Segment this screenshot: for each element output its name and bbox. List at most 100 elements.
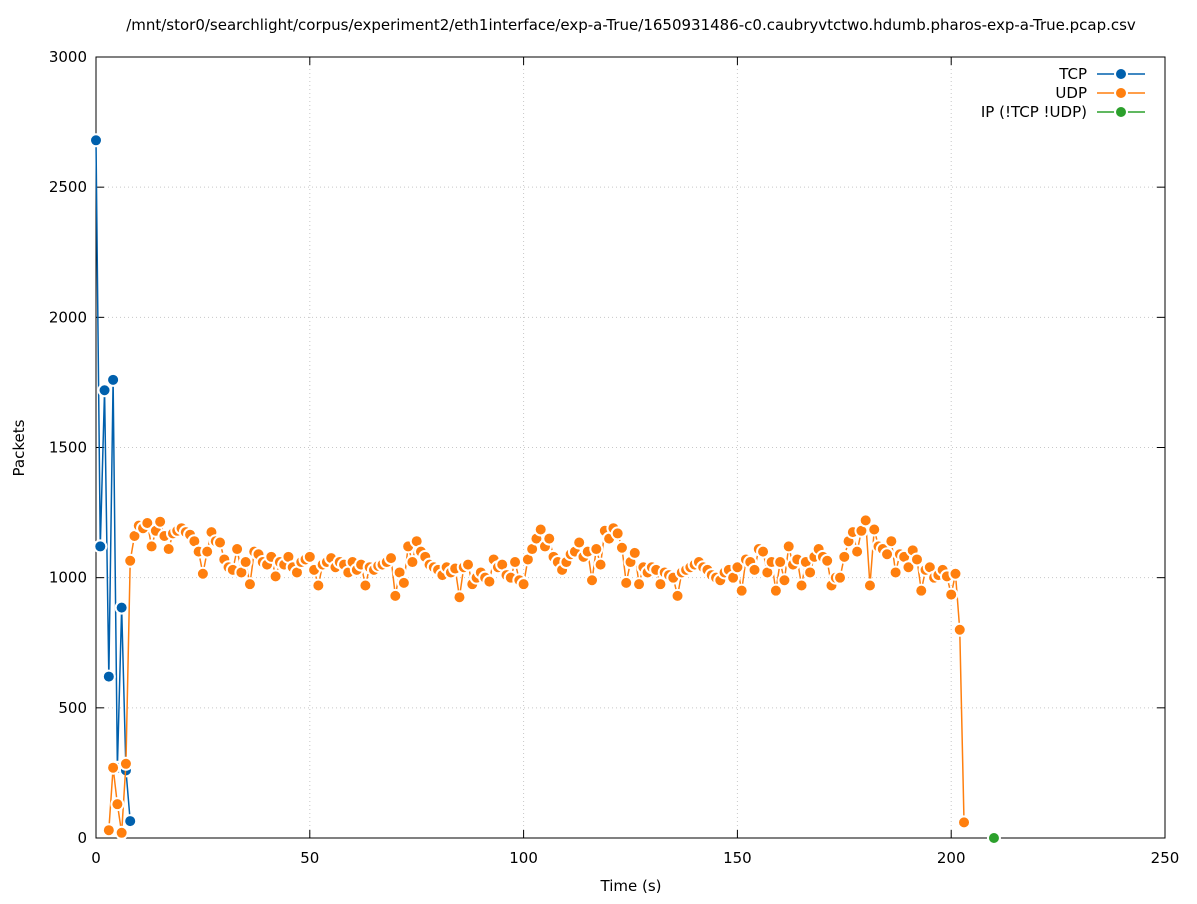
legend-swatch xyxy=(1114,86,1128,100)
data-point xyxy=(238,555,253,570)
data-point xyxy=(768,583,783,598)
data-point xyxy=(123,814,138,829)
y-axis-label: Packets xyxy=(10,419,28,476)
data-point xyxy=(734,583,749,598)
data-point xyxy=(101,823,116,838)
data-point xyxy=(884,534,899,549)
data-point xyxy=(610,526,625,541)
data-point xyxy=(118,756,133,771)
data-point xyxy=(880,547,895,562)
data-point xyxy=(405,555,420,570)
x-tick-label: 250 xyxy=(1151,849,1180,867)
legend-label: TCP xyxy=(1058,65,1087,83)
data-point xyxy=(452,590,467,605)
y-tick-label: 500 xyxy=(58,699,87,717)
data-point xyxy=(242,577,257,592)
data-point xyxy=(653,577,668,592)
y-tick-label: 0 xyxy=(77,829,87,847)
x-tick-label: 150 xyxy=(723,849,752,867)
data-point xyxy=(516,577,531,592)
data-point xyxy=(358,578,373,593)
data-point xyxy=(311,578,326,593)
data-point xyxy=(123,553,138,568)
data-point xyxy=(862,578,877,593)
data-point xyxy=(114,825,129,840)
data-point xyxy=(106,760,121,775)
data-point xyxy=(461,557,476,572)
data-point xyxy=(388,588,403,603)
data-point xyxy=(957,815,972,830)
x-tick-label: 100 xyxy=(509,849,538,867)
data-point xyxy=(230,542,245,557)
data-point xyxy=(773,555,788,570)
y-tick-label: 2500 xyxy=(49,178,87,196)
data-point xyxy=(850,544,865,559)
y-tick-label: 3000 xyxy=(49,48,87,66)
y-tick-label: 1000 xyxy=(49,569,87,587)
data-point xyxy=(542,531,557,546)
data-point xyxy=(837,549,852,564)
data-point xyxy=(153,514,168,529)
data-point xyxy=(101,669,116,684)
data-point xyxy=(302,549,317,564)
data-point xyxy=(482,574,497,589)
data-point xyxy=(781,539,796,554)
data-point xyxy=(632,577,647,592)
legend-swatch xyxy=(1114,67,1128,81)
y-tick-label: 1500 xyxy=(49,439,87,457)
data-point xyxy=(106,372,121,387)
data-point xyxy=(794,578,809,593)
data-point xyxy=(593,557,608,572)
plot-frame xyxy=(95,56,1166,839)
data-point xyxy=(948,566,963,581)
data-point xyxy=(114,600,129,615)
x-tick-label: 0 xyxy=(91,849,101,867)
data-point xyxy=(396,575,411,590)
data-point xyxy=(589,542,604,557)
data-point xyxy=(944,587,959,602)
chart-title: /mnt/stor0/searchlight/corpus/experiment… xyxy=(126,16,1136,34)
data-point xyxy=(508,555,523,570)
data-point xyxy=(909,552,924,567)
data-point xyxy=(820,553,835,568)
data-point xyxy=(89,133,103,148)
data-point xyxy=(268,569,283,584)
legend-swatch xyxy=(1114,105,1128,119)
data-point xyxy=(867,522,882,537)
data-point xyxy=(730,560,745,575)
data-point xyxy=(619,575,634,590)
data-point xyxy=(914,583,929,598)
data-point xyxy=(144,539,159,554)
data-point xyxy=(986,831,1001,845)
data-point xyxy=(833,570,848,585)
data-point xyxy=(670,588,685,603)
series-line xyxy=(95,140,131,822)
data-point xyxy=(888,565,903,580)
data-point xyxy=(200,544,215,559)
data-point xyxy=(627,545,642,560)
data-point xyxy=(747,562,762,577)
data-point xyxy=(756,544,771,559)
data-point xyxy=(161,542,176,557)
data-point xyxy=(585,573,600,588)
data-point xyxy=(777,573,792,588)
x-tick-label: 200 xyxy=(937,849,966,867)
legend-label: UDP xyxy=(1055,84,1087,102)
data-point xyxy=(901,560,916,575)
data-point xyxy=(614,540,629,555)
data-point xyxy=(93,539,108,554)
data-point xyxy=(533,522,548,537)
data-point xyxy=(572,535,587,550)
data-point xyxy=(803,565,818,580)
x-tick-label: 50 xyxy=(300,849,319,867)
y-tick-label: 2000 xyxy=(49,308,87,326)
data-point xyxy=(213,535,228,550)
data-point xyxy=(952,622,967,637)
data-point xyxy=(110,797,125,812)
data-point xyxy=(858,513,873,528)
data-point xyxy=(97,383,112,398)
x-axis-label: Time (s) xyxy=(600,877,662,895)
data-point xyxy=(384,551,399,566)
data-point xyxy=(195,566,210,581)
